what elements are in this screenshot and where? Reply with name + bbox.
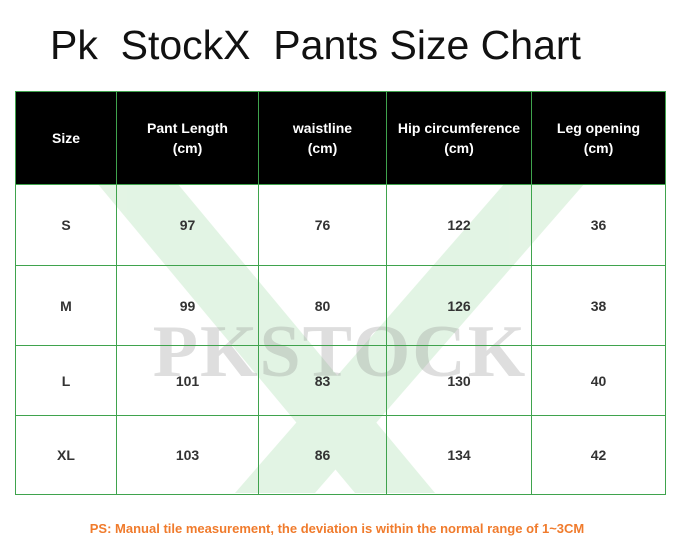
cell-pant-length: 99 [116,265,259,346]
table-row: M 99 80 126 38 [15,265,666,346]
size-table: Size Pant Length (cm) waistline (cm) Hip c… [15,91,666,495]
cell-hip-circumference: 134 [386,415,532,495]
header-size: Size [15,91,117,185]
page-title: Pk StockX Pants Size Chart [50,22,581,68]
size-chart: PKSTOCK Size Pant Length (cm) waistline (c… [15,91,666,495]
cell-size: L [15,345,117,416]
cell-leg-opening: 38 [531,265,666,346]
cell-pant-length: 103 [116,415,259,495]
table-row: L 101 83 130 40 [15,345,666,416]
cell-size: S [15,184,117,266]
cell-waistline: 86 [258,415,387,495]
cell-waistline: 80 [258,265,387,346]
cell-pant-length: 97 [116,184,259,266]
cell-pant-length: 101 [116,345,259,416]
cell-leg-opening: 40 [531,345,666,416]
cell-size: M [15,265,117,346]
header-row: Size Pant Length (cm) waistline (cm) Hip c… [15,91,666,185]
header-hip-circumference: Hip circumference (cm) [386,91,532,185]
cell-leg-opening: 36 [531,184,666,266]
table-row: XL 103 86 134 42 [15,415,666,495]
header-pant-length: Pant Length (cm) [116,91,259,185]
cell-hip-circumference: 126 [386,265,532,346]
table-row: S 97 76 122 36 [15,184,666,266]
cell-waistline: 83 [258,345,387,416]
header-waistline: waistline (cm) [258,91,387,185]
cell-size: XL [15,415,117,495]
header-leg-opening: Leg opening (cm) [531,91,666,185]
cell-hip-circumference: 122 [386,184,532,266]
cell-leg-opening: 42 [531,415,666,495]
measurement-note: PS: Manual tile measurement, the deviati… [89,521,585,536]
cell-waistline: 76 [258,184,387,266]
cell-hip-circumference: 130 [386,345,532,416]
